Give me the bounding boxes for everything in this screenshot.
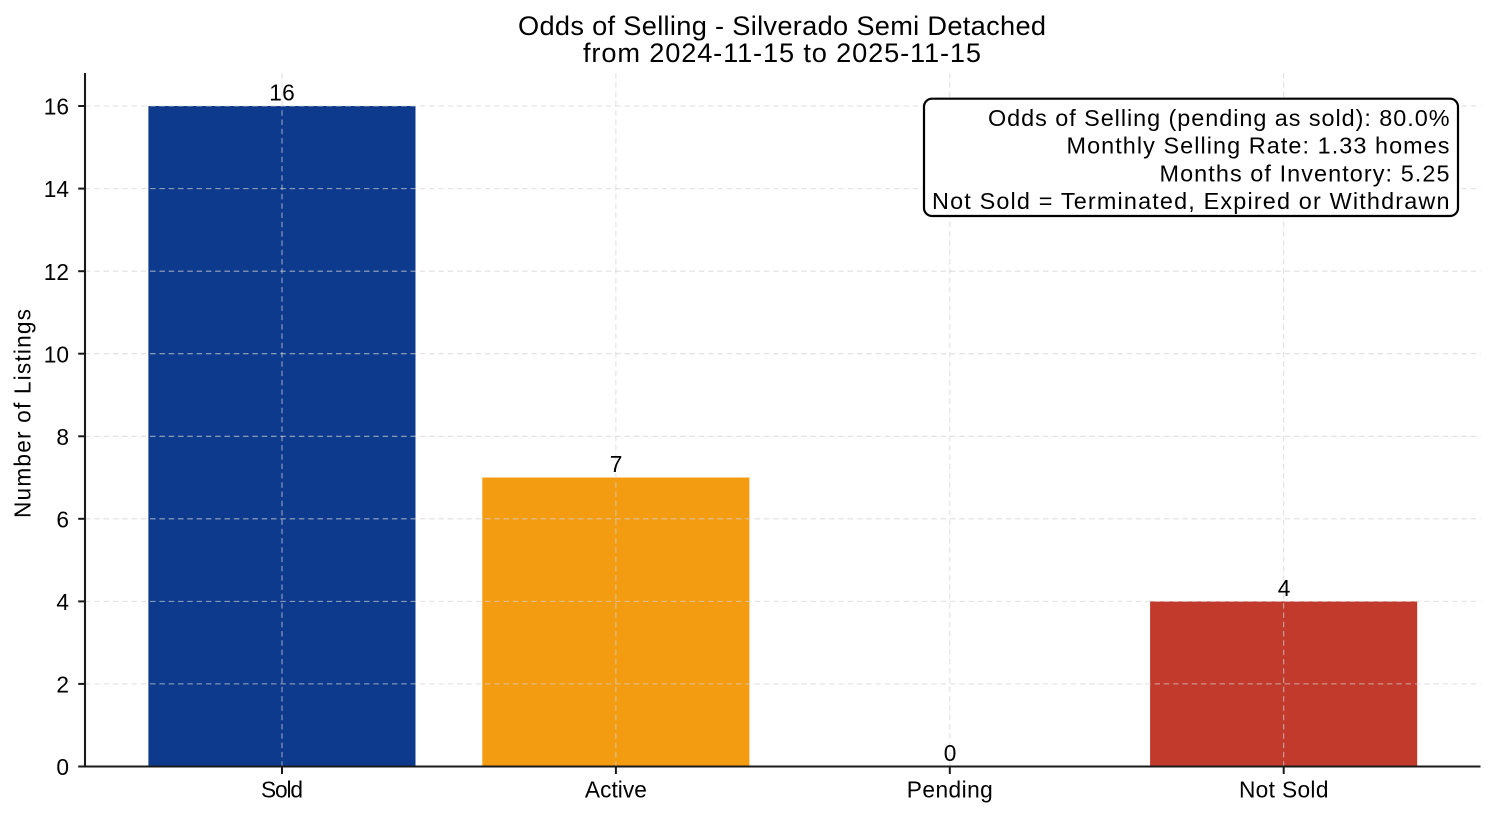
svg-text:Pending: Pending — [907, 777, 993, 803]
svg-text:Sold: Sold — [261, 777, 303, 803]
svg-text:Not Sold = Terminated, Expired: Not Sold = Terminated, Expired or Withdr… — [932, 188, 1450, 214]
svg-text:from 2024-11-15 to 2025-11-15: from 2024-11-15 to 2025-11-15 — [583, 37, 981, 68]
svg-text:2: 2 — [56, 672, 69, 698]
svg-text:12: 12 — [44, 259, 69, 285]
svg-text:7: 7 — [610, 451, 623, 477]
svg-text:Active: Active — [585, 777, 647, 803]
svg-text:Months of Inventory: 5.25: Months of Inventory: 5.25 — [1160, 160, 1450, 186]
svg-text:4: 4 — [56, 589, 69, 615]
svg-text:Odds of Selling - Silverado Se: Odds of Selling - Silverado Semi Detache… — [518, 10, 1046, 41]
svg-text:Number of Listings: Number of Listings — [10, 309, 36, 518]
svg-text:10: 10 — [44, 341, 69, 367]
svg-text:16: 16 — [44, 94, 69, 120]
svg-text:16: 16 — [269, 79, 295, 105]
svg-text:0: 0 — [56, 754, 69, 780]
svg-text:Not Sold: Not Sold — [1239, 777, 1329, 803]
svg-text:4: 4 — [1278, 575, 1291, 601]
svg-text:Odds of Selling (pending as so: Odds of Selling (pending as sold): 80.0% — [988, 105, 1450, 131]
svg-text:6: 6 — [56, 506, 69, 532]
svg-text:Monthly Selling Rate: 1.33 hom: Monthly Selling Rate: 1.33 homes — [1067, 133, 1450, 159]
svg-text:0: 0 — [944, 740, 957, 766]
svg-text:8: 8 — [56, 424, 69, 450]
svg-text:14: 14 — [44, 176, 69, 202]
